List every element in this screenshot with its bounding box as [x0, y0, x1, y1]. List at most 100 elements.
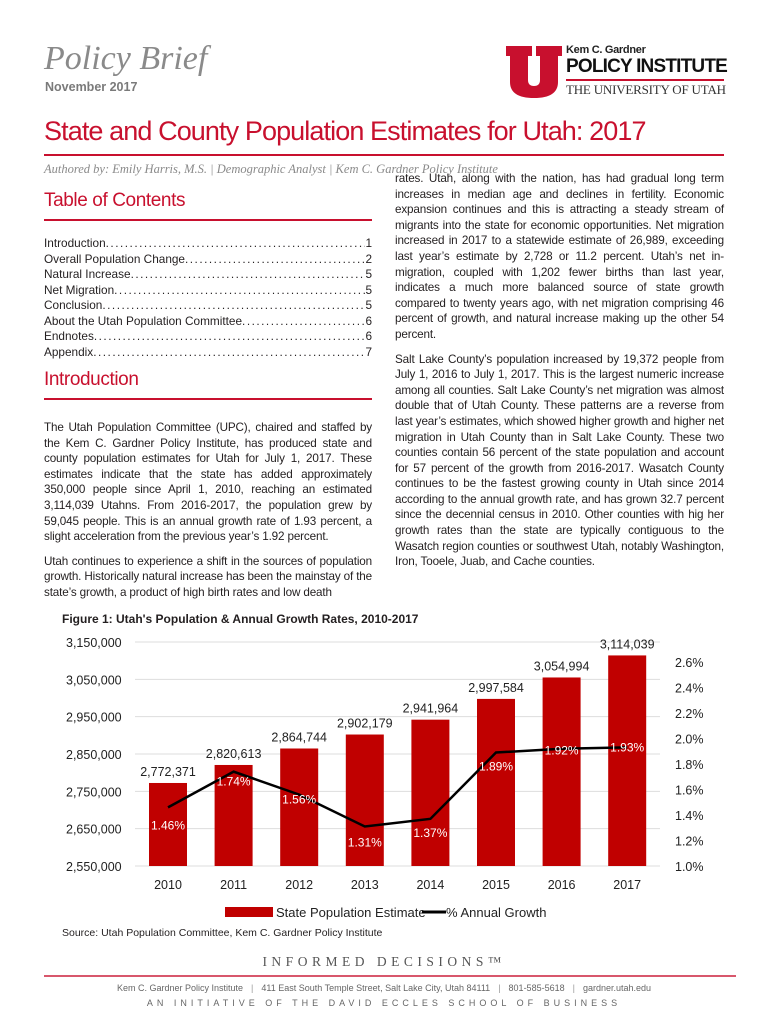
- toc-item[interactable]: Natural Increase 5: [44, 267, 372, 283]
- toc-item-label: Net Migration: [44, 282, 115, 297]
- left-axis-tick: 2,850,000: [66, 748, 122, 762]
- toc-heading: Table of Contents: [44, 190, 186, 211]
- x-axis-tick: 2014: [416, 878, 444, 892]
- intro-text: The Utah Population Committee (UPC), cha…: [44, 420, 372, 610]
- footer-phone: 801-585-5618: [508, 983, 565, 993]
- bar: [477, 698, 515, 866]
- toc-leader: [131, 267, 366, 283]
- footer-divider: [44, 975, 736, 977]
- toc-item-page: 7: [365, 344, 372, 359]
- x-axis-tick: 2012: [285, 878, 313, 892]
- toc-item[interactable]: Endnotes 6: [44, 329, 372, 345]
- left-axis-tick: 2,550,000: [66, 860, 122, 874]
- toc-item-page: 2: [365, 251, 372, 266]
- intro-heading: Introduction: [44, 369, 139, 390]
- growth-data-label: 1.31%: [348, 835, 382, 849]
- toc-item-label: Conclusion: [44, 298, 103, 312]
- bar: [608, 655, 647, 866]
- intro-divider: [44, 398, 372, 400]
- toc-item-page: 1: [365, 236, 372, 250]
- toc-leader: [102, 298, 365, 314]
- growth-data-label: 1.93%: [610, 740, 644, 754]
- toc-item[interactable]: About the Utah Population Committee 6: [44, 314, 372, 330]
- bar-data-label: 2,772,371: [140, 765, 196, 779]
- toc-leader: [106, 236, 366, 252]
- x-axis-tick: 2016: [548, 878, 576, 892]
- footer-org: Kem C. Gardner Policy Institute: [116, 983, 244, 993]
- x-axis-tick: 2010: [154, 878, 182, 892]
- growth-data-label: 1.74%: [217, 775, 251, 789]
- right-axis-tick: 2.6%: [675, 656, 704, 670]
- footer-address: 411 East South Temple Street, Salt Lake …: [261, 983, 491, 993]
- right-axis-tick: 2.2%: [675, 707, 704, 721]
- logo-line-3: THE UNIVERSITY OF UTAH: [566, 82, 726, 97]
- left-axis-tick: 3,150,000: [66, 636, 122, 650]
- left-axis-tick: 2,950,000: [66, 711, 122, 725]
- paragraph: rates. Utah, along with the nation, has …: [395, 172, 724, 341]
- legend-line-label: % Annual Growth: [446, 905, 546, 920]
- x-axis-tick: 2017: [613, 878, 641, 892]
- left-axis-tick: 2,750,000: [66, 785, 122, 799]
- toc-item-label: Natural Increase: [44, 267, 131, 281]
- toc-item[interactable]: Net Migration 5: [44, 283, 372, 299]
- toc-item-page: 5: [365, 298, 372, 312]
- title-divider: [44, 154, 724, 156]
- growth-data-label: 1.46%: [151, 818, 185, 832]
- paragraph: Utah continues to experience a shift in …: [44, 554, 372, 599]
- page-title: State and County Population Estimates fo…: [44, 116, 647, 146]
- footer-website-link[interactable]: gardner.utah.edu: [582, 983, 652, 993]
- toc-leader: [185, 252, 365, 268]
- x-axis-tick: 2013: [351, 878, 379, 892]
- toc-leader: [114, 283, 365, 299]
- author-line: Authored by: Emily Harris, M.S. | Demogr…: [44, 162, 498, 176]
- legend-bar-label: State Population Estimate: [276, 905, 426, 920]
- toc-item-label: About the Utah Population Committee: [44, 313, 243, 328]
- bar-data-label: 2,864,744: [271, 730, 327, 744]
- right-axis-tick: 1.0%: [675, 860, 704, 874]
- growth-data-label: 1.37%: [413, 826, 447, 840]
- toc-item-label: Endnotes: [44, 329, 94, 343]
- publication-date: November 2017: [45, 80, 138, 94]
- growth-data-label: 1.56%: [282, 793, 316, 807]
- toc-item-label: Introduction: [44, 236, 106, 250]
- toc-leader: [93, 345, 365, 361]
- footer-tagline: INFORMED DECISIONS™: [262, 954, 506, 969]
- bar-data-label: 2,941,964: [403, 702, 459, 716]
- x-axis-tick: 2011: [220, 878, 247, 892]
- toc-item[interactable]: Conclusion 5: [44, 298, 372, 314]
- policy-brief-label: Policy Brief: [44, 40, 208, 77]
- toc-divider: [44, 219, 372, 221]
- bar: [214, 764, 253, 866]
- left-axis-tick: 2,650,000: [66, 823, 122, 837]
- toc-item-page: 6: [365, 313, 372, 328]
- toc-item[interactable]: Introduction 1: [44, 236, 372, 252]
- university-u-logo-icon: [506, 46, 562, 98]
- legend-bar-swatch-icon: [225, 907, 273, 917]
- x-axis-tick: 2015: [482, 878, 510, 892]
- footer-contact: Kem C. Gardner Policy Institute | 411 East…: [116, 983, 652, 993]
- right-column-text: rates. Utah, along with the nation, has …: [395, 171, 724, 579]
- toc-item-label: Overall Population Change: [44, 251, 185, 266]
- toc-item-page: 6: [365, 329, 372, 343]
- right-axis-tick: 2.0%: [675, 733, 704, 747]
- toc-leader: [242, 314, 365, 330]
- growth-data-label: 1.92%: [545, 744, 579, 758]
- bar: [149, 782, 187, 866]
- bar: [542, 677, 581, 866]
- right-axis-tick: 1.8%: [675, 758, 704, 772]
- right-axis-tick: 1.2%: [675, 835, 704, 849]
- left-axis-tick: 3,050,000: [66, 673, 122, 687]
- bar-data-label: 2,820,613: [206, 747, 262, 761]
- growth-line: [167, 746, 628, 828]
- toc-leader: [94, 329, 366, 345]
- logo-divider: [566, 79, 724, 81]
- logo-line-1: Kem C. Gardner: [566, 44, 646, 56]
- population-chart: 2,550,000 2,650,000 2,750,000 2,850,000 2,95…: [66, 636, 704, 920]
- paragraph: Salt Lake County’s population increased …: [395, 352, 724, 569]
- bar-data-label: 3,114,039: [600, 637, 655, 651]
- toc-item[interactable]: Overall Population Change 2: [44, 252, 372, 268]
- figure-source: Source: Utah Population Committee, Kem C…: [62, 927, 383, 939]
- bar-data-label: 2,997,584: [468, 681, 524, 695]
- toc-item[interactable]: Appendix 7: [44, 345, 372, 361]
- footer-initiative: AN INITIATIVE OF THE DAVID ECCLES SCHOOL…: [146, 998, 622, 1008]
